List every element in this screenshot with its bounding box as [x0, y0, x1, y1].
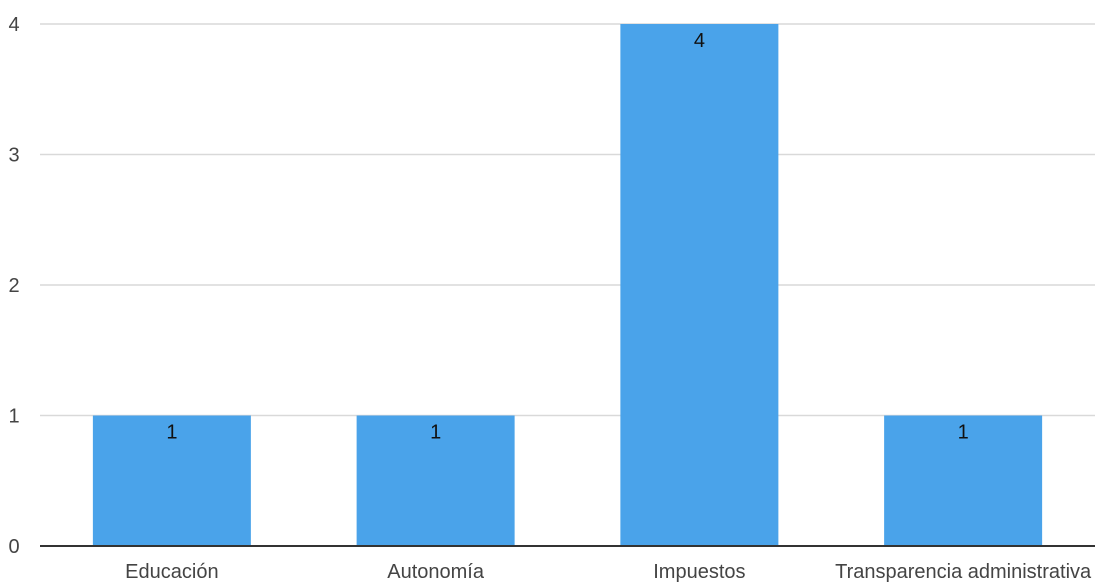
grid-layer: [40, 23, 1095, 417]
bar-data-label: 1: [958, 422, 969, 444]
y-tick-label: 2: [8, 275, 19, 297]
data-label-layer: 1 1 4 1: [166, 30, 968, 444]
bar-layer: [92, 24, 1043, 546]
x-tick-label: Impuestos: [653, 561, 745, 583]
bar-data-label: 1: [166, 422, 177, 444]
x-tick-label: Autonomía: [387, 561, 485, 583]
bar-data-label: 4: [694, 30, 705, 52]
x-tick-label: Transparencia administrativa: [835, 561, 1092, 583]
axis-layer: 0 1 2 3 4 Educación Autonomía Impuestos Transpar…: [8, 14, 1095, 583]
x-tick-label: Educación: [125, 561, 218, 583]
bar-1: [356, 415, 515, 546]
y-tick-label: 3: [8, 145, 19, 167]
bar-0: [92, 415, 251, 546]
bar-3: [884, 415, 1043, 546]
y-tick-label: 4: [8, 14, 19, 36]
y-tick-label: 0: [8, 536, 19, 558]
bar-2: [620, 24, 779, 546]
bar-data-label: 1: [430, 422, 441, 444]
y-tick-label: 1: [8, 406, 19, 428]
